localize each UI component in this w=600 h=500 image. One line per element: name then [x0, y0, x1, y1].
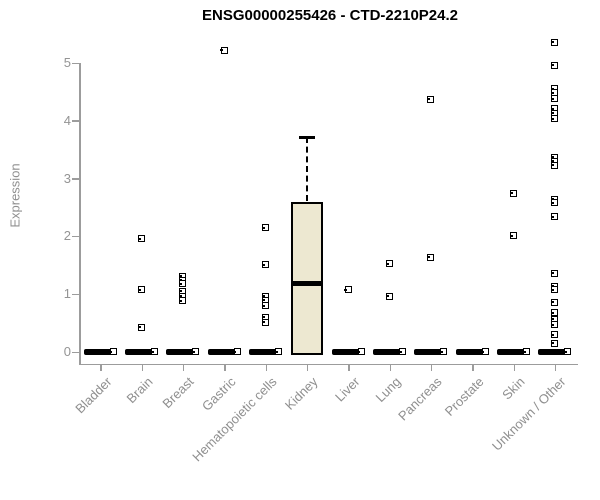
outlier-marker: [509, 189, 517, 197]
outlier-marker: [550, 61, 559, 69]
outlier-marker: [261, 318, 270, 326]
outlier-marker: [550, 161, 559, 169]
collapsed-box-at-zero: [207, 349, 236, 355]
x-tick-mark: [430, 364, 433, 371]
outlier-marker: [550, 321, 559, 329]
y-tick-mark: [72, 293, 79, 296]
y-tick-label: 4: [63, 112, 71, 128]
outlier-marker: [150, 348, 159, 355]
y-tick-label: 5: [63, 55, 71, 70]
box-median: [291, 280, 324, 286]
whisker-cap: [299, 136, 316, 140]
x-tick-mark: [389, 364, 391, 371]
outlier-marker: [563, 348, 572, 355]
collapsed-box-at-zero: [538, 349, 567, 355]
x-tick-mark: [513, 364, 515, 371]
upper-whisker: [306, 137, 309, 201]
y-tick-mark: [72, 178, 79, 180]
x-tick-mark: [265, 364, 268, 371]
outlier-marker: [398, 348, 406, 355]
x-tick-mark: [141, 364, 144, 371]
chart-title: ENSG00000255426 - CTD-2210P24.2: [202, 7, 458, 24]
outlier-marker: [550, 213, 559, 221]
y-tick-label: 0: [63, 344, 71, 359]
collapsed-box-at-zero: [166, 349, 195, 355]
collapsed-box-at-zero: [455, 349, 484, 355]
x-tick-mark: [554, 364, 557, 371]
collapsed-box-at-zero: [497, 349, 525, 355]
outlier-marker: [550, 199, 559, 207]
outlier-marker: [426, 95, 435, 103]
outlier-marker: [522, 348, 530, 355]
x-tick-mark: [182, 364, 185, 371]
outlier-marker: [550, 38, 559, 46]
outlier-marker: [137, 323, 146, 331]
x-axis-line: [79, 363, 578, 365]
outlier-marker: [426, 253, 435, 261]
outlier-marker: [261, 302, 270, 310]
collapsed-box-at-zero: [414, 349, 443, 355]
outlier-marker: [550, 95, 559, 103]
outlier-marker: [137, 286, 146, 294]
x-tick-mark: [306, 364, 309, 371]
collapsed-box-at-zero: [249, 349, 278, 355]
outlier-marker: [550, 331, 559, 339]
y-tick-mark: [72, 120, 79, 122]
outlier-marker: [550, 339, 559, 347]
collapsed-box-at-zero: [373, 349, 401, 355]
collapsed-box-at-zero: [83, 349, 112, 355]
outlier-marker: [220, 46, 228, 54]
x-tick-mark: [224, 364, 226, 371]
outlier-marker: [261, 224, 270, 232]
outlier-marker: [357, 348, 365, 355]
outlier-marker: [137, 235, 146, 243]
outlier-marker: [550, 269, 559, 277]
outlier-marker: [274, 348, 283, 355]
outlier-marker: [191, 348, 200, 355]
outlier-marker: [481, 348, 489, 355]
y-axis-line: [79, 63, 81, 364]
outlier-marker: [344, 286, 352, 294]
outlier-marker: [385, 260, 393, 268]
collapsed-box-at-zero: [331, 349, 360, 355]
y-tick-mark: [72, 62, 79, 64]
outlier-marker: [550, 115, 559, 123]
x-tick-mark: [472, 364, 474, 371]
outlier-marker: [109, 348, 117, 355]
outlier-marker: [385, 292, 393, 300]
x-tick-mark: [348, 364, 350, 371]
y-tick-label: 3: [63, 170, 71, 186]
outlier-marker: [509, 232, 517, 240]
outlier-marker: [550, 298, 559, 306]
y-tick-label: 1: [63, 286, 71, 302]
y-tick-label: 2: [63, 228, 71, 244]
outlier-marker: [178, 297, 187, 305]
outlier-marker: [233, 348, 241, 355]
y-tick-mark: [72, 351, 79, 353]
collapsed-box-at-zero: [125, 349, 154, 355]
y-tick-mark: [72, 235, 79, 238]
x-tick-mark: [100, 364, 102, 371]
outlier-marker: [261, 261, 270, 269]
box-iqr: [291, 201, 324, 355]
outlier-marker: [439, 348, 448, 355]
outlier-marker: [550, 286, 559, 294]
outlier-marker: [178, 280, 187, 288]
y-axis-label: Expression: [7, 163, 23, 228]
